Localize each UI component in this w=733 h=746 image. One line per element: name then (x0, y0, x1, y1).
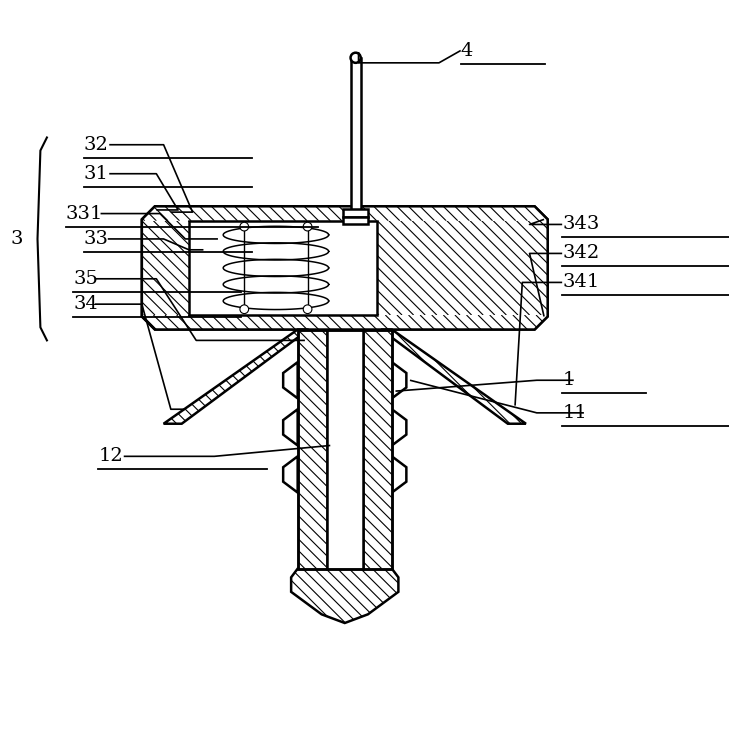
Text: 1: 1 (562, 372, 575, 389)
Text: 331: 331 (66, 204, 103, 222)
Bar (327, 330, 363, 568)
Text: 342: 342 (562, 245, 600, 263)
Polygon shape (392, 410, 406, 445)
Polygon shape (189, 221, 377, 315)
Text: 31: 31 (84, 165, 108, 183)
Polygon shape (363, 330, 392, 568)
Text: 11: 11 (562, 404, 587, 421)
Text: 34: 34 (73, 295, 98, 313)
Polygon shape (163, 330, 309, 424)
Polygon shape (291, 568, 398, 623)
Bar (343, 217, 368, 225)
Text: 35: 35 (73, 270, 98, 288)
Text: 341: 341 (562, 274, 600, 292)
Bar (350, 57, 361, 217)
Polygon shape (283, 410, 298, 445)
Polygon shape (298, 330, 327, 568)
Polygon shape (392, 457, 406, 492)
Circle shape (303, 305, 312, 313)
Polygon shape (283, 457, 298, 492)
Polygon shape (381, 330, 526, 424)
Polygon shape (142, 221, 189, 315)
Bar (343, 208, 368, 217)
Text: 343: 343 (562, 216, 600, 233)
Polygon shape (142, 315, 548, 330)
Text: 33: 33 (84, 230, 109, 248)
Text: 3: 3 (11, 230, 23, 248)
Polygon shape (142, 207, 548, 221)
Polygon shape (283, 362, 298, 398)
Polygon shape (377, 221, 548, 315)
Text: 32: 32 (84, 136, 108, 154)
Circle shape (350, 53, 361, 63)
Circle shape (240, 222, 248, 231)
Polygon shape (392, 362, 406, 398)
Text: 12: 12 (98, 448, 123, 466)
Polygon shape (142, 207, 548, 330)
Text: 4: 4 (461, 42, 473, 60)
Circle shape (303, 222, 312, 231)
Circle shape (240, 305, 248, 313)
